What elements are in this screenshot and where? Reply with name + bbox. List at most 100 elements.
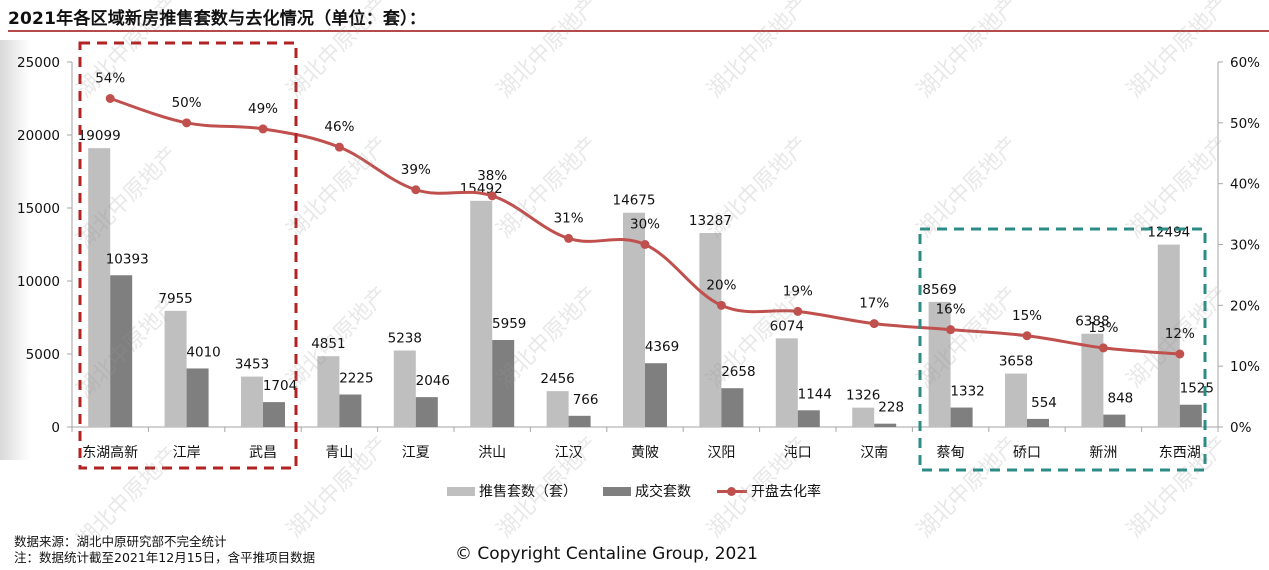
left-axis-label: 5000: [26, 347, 60, 363]
bar-supply-value: 19099: [78, 128, 121, 144]
rate-value: 16%: [936, 302, 966, 318]
bar-supply: [623, 212, 645, 427]
bar-sales: [339, 394, 362, 427]
bar-supply-value: 3658: [999, 354, 1033, 370]
legend-label-sales: 成交套数: [635, 484, 691, 500]
category-label: 东湖高新: [82, 444, 138, 461]
rate-value: 39%: [401, 162, 431, 178]
rate-value: 46%: [324, 119, 354, 135]
data-cutoff-note: 注：数据统计截至2021年12月15日，含平推项目数据: [14, 550, 316, 565]
category-label: 东西湖: [1159, 445, 1201, 461]
bar-sales-value: 766: [573, 392, 599, 408]
legend-label-supply: 推售套数（套）: [479, 484, 577, 500]
bar-sales-value: 1525: [1180, 381, 1214, 397]
category-label: 新洲: [1089, 445, 1117, 461]
rate-value: 31%: [554, 210, 584, 226]
bar-sales: [568, 415, 591, 427]
legend-item-rate: 开盘去化率: [717, 481, 821, 501]
bar-sales-value: 2046: [416, 373, 450, 389]
category-label: 武昌: [249, 445, 277, 461]
bar-supply: [546, 391, 569, 427]
right-axis-label: 50%: [1230, 116, 1260, 132]
bar-supply-value: 2456: [540, 371, 574, 387]
right-axis-label: 10%: [1230, 359, 1260, 375]
bar-supply: [1005, 373, 1027, 427]
copyright-text: © Copyright Centaline Group, 2021: [455, 544, 758, 564]
rate-value: 13%: [1088, 320, 1118, 336]
bar-supply: [470, 200, 493, 427]
bar-supply-value: 7955: [158, 291, 192, 307]
bar-supply-value: 4851: [311, 336, 345, 352]
title-divider: [8, 30, 1269, 32]
rate-value: 50%: [172, 95, 202, 111]
rate-point: [411, 185, 421, 195]
category-label: 江夏: [402, 445, 430, 461]
bar-sales: [186, 368, 209, 427]
bar-sales: [110, 275, 133, 427]
right-axis-label: 30%: [1230, 238, 1260, 254]
bar-supply: [775, 338, 798, 427]
legend-swatch-supply: [447, 486, 475, 496]
data-source-note: 数据来源：湖北中原研究部不完全统计: [14, 534, 227, 549]
rate-value: 49%: [248, 101, 278, 117]
bar-supply: [1157, 244, 1180, 427]
rate-point: [564, 233, 574, 243]
bar-sales: [721, 388, 744, 427]
left-axis-label: 0: [51, 420, 60, 436]
bar-sales: [1103, 414, 1126, 427]
bar-sales-value: 5959: [492, 316, 526, 332]
bar-supply-value: 1326: [846, 388, 880, 404]
rate-value: 17%: [859, 296, 889, 312]
rate-point: [1175, 349, 1185, 359]
rate-value: 38%: [477, 168, 507, 184]
legend-item-sales: 成交套数: [603, 481, 691, 501]
right-axis-label: 0%: [1230, 420, 1252, 436]
rate-point: [946, 325, 956, 335]
bar-sales: [950, 407, 973, 427]
rate-point: [1098, 343, 1108, 353]
right-axis-label: 40%: [1230, 177, 1260, 193]
bar-supply-value: 12494: [1147, 225, 1190, 241]
left-axis-label: 10000: [17, 274, 60, 290]
left-edge-shadow: [0, 40, 30, 460]
bar-sales-value: 228: [878, 400, 904, 416]
bar-sales: [797, 410, 820, 427]
rate-value: 20%: [706, 277, 736, 293]
left-axis-label: 15000: [17, 201, 60, 217]
right-axis-label: 60%: [1230, 55, 1260, 71]
bar-supply-value: 3453: [235, 357, 269, 373]
bar-sales: [874, 423, 897, 427]
category-label: 江汉: [555, 445, 583, 461]
bar-supply-value: 6388: [1075, 314, 1109, 330]
rate-point: [105, 94, 115, 103]
bar-sales-value: 10393: [106, 251, 149, 267]
bar-supply-value: 8569: [922, 282, 956, 298]
bar-sales-value: 554: [1031, 395, 1057, 411]
bar-sales: [1179, 404, 1202, 427]
category-label: 汉南: [860, 445, 888, 461]
category-label: 青山: [325, 445, 353, 461]
highlight-box-core-districts: [78, 41, 298, 470]
bar-sales-value: 1332: [950, 384, 984, 400]
rate-point: [182, 118, 192, 128]
bar-sales: [492, 339, 515, 427]
bar-sales-value: 4369: [645, 339, 679, 355]
bar-supply: [88, 148, 111, 427]
rate-point: [793, 306, 803, 316]
right-axis-label: 20%: [1230, 298, 1260, 314]
rate-point: [640, 240, 650, 249]
category-label: 蔡甸: [937, 445, 965, 461]
rate-point: [716, 300, 726, 310]
bar-supply: [699, 233, 722, 427]
rate-value: 15%: [1012, 308, 1042, 324]
left-axis-label: 20000: [17, 128, 60, 144]
bar-sales-value: 1144: [798, 386, 832, 402]
bar-supply: [317, 356, 340, 427]
rate-value: 19%: [783, 283, 813, 299]
legend-swatch-sales: [603, 486, 631, 496]
bar-supply: [393, 350, 416, 427]
category-label: 汉阳: [707, 445, 735, 461]
bar-sales: [645, 363, 667, 427]
bar-sales-value: 1704: [263, 378, 297, 394]
